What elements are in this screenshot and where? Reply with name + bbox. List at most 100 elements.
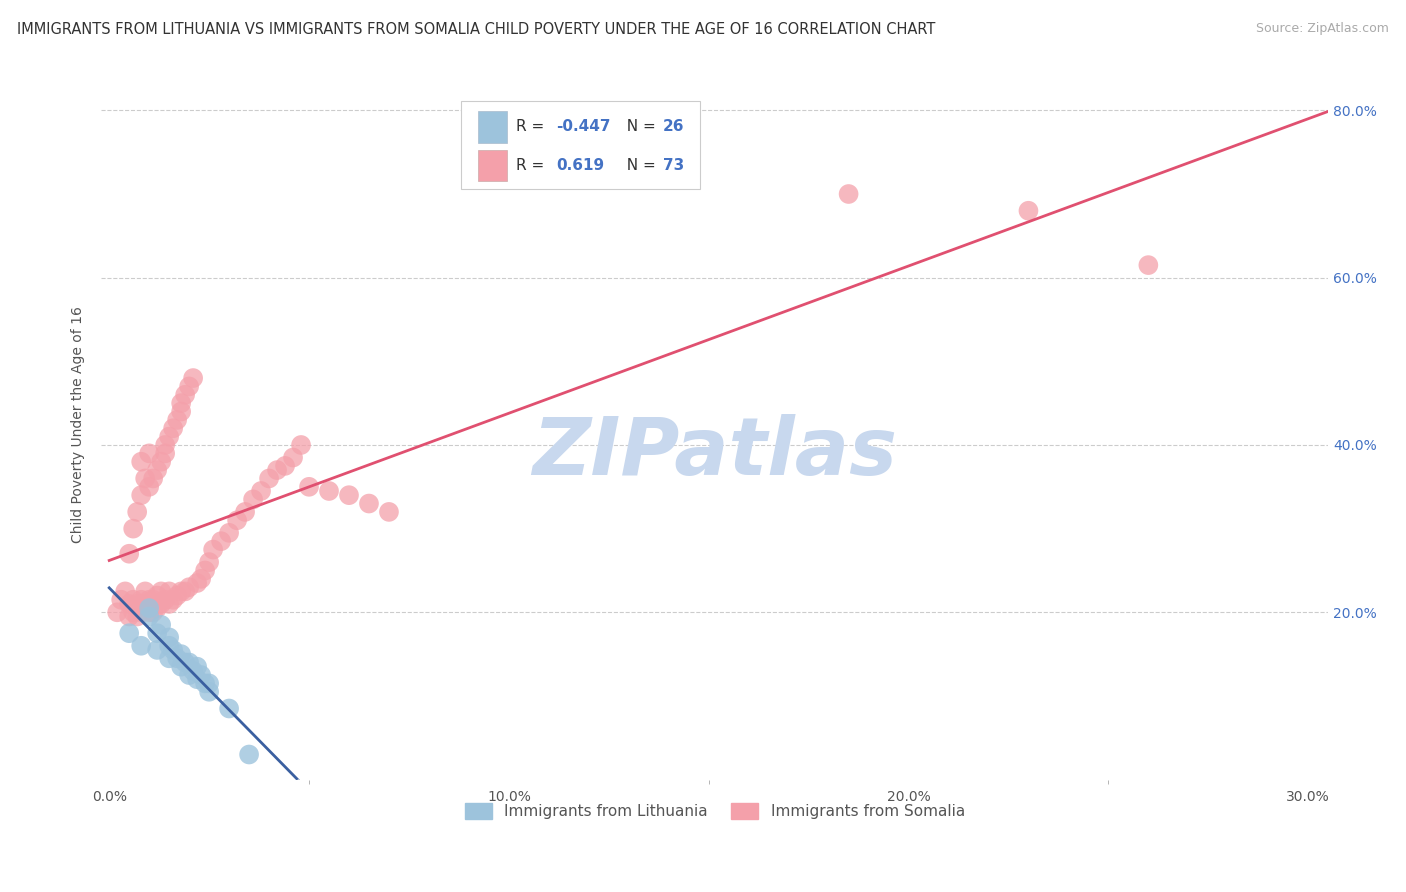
Point bbox=[134, 584, 156, 599]
Legend: Immigrants from Lithuania, Immigrants from Somalia: Immigrants from Lithuania, Immigrants fr… bbox=[458, 797, 972, 825]
Point bbox=[138, 609, 160, 624]
Point bbox=[122, 522, 145, 536]
Point bbox=[186, 576, 208, 591]
Point bbox=[129, 639, 152, 653]
Point bbox=[238, 747, 260, 762]
Point bbox=[250, 483, 273, 498]
Point bbox=[166, 589, 188, 603]
Text: R =: R = bbox=[516, 158, 550, 173]
Point bbox=[134, 471, 156, 485]
Point bbox=[153, 592, 176, 607]
Text: N =: N = bbox=[617, 158, 661, 173]
Point bbox=[170, 584, 193, 599]
Text: 73: 73 bbox=[664, 158, 685, 173]
Point bbox=[186, 659, 208, 673]
Point bbox=[337, 488, 360, 502]
Point bbox=[838, 186, 860, 201]
Point bbox=[179, 668, 201, 682]
Text: R =: R = bbox=[516, 120, 550, 135]
Point bbox=[118, 609, 141, 624]
FancyBboxPatch shape bbox=[478, 112, 508, 143]
Point bbox=[146, 463, 169, 477]
Point bbox=[181, 664, 204, 678]
Text: -0.447: -0.447 bbox=[557, 120, 612, 135]
Point bbox=[138, 480, 160, 494]
Point bbox=[174, 584, 197, 599]
Point bbox=[134, 597, 156, 611]
Point bbox=[298, 480, 321, 494]
Text: IMMIGRANTS FROM LITHUANIA VS IMMIGRANTS FROM SOMALIA CHILD POVERTY UNDER THE AGE: IMMIGRANTS FROM LITHUANIA VS IMMIGRANTS … bbox=[17, 22, 935, 37]
Point bbox=[194, 564, 217, 578]
Text: 26: 26 bbox=[664, 120, 685, 135]
Point bbox=[129, 455, 152, 469]
Point bbox=[110, 592, 132, 607]
Point bbox=[153, 446, 176, 460]
Point bbox=[142, 471, 165, 485]
Point bbox=[118, 597, 141, 611]
Point bbox=[174, 388, 197, 402]
Point bbox=[179, 580, 201, 594]
Point bbox=[170, 659, 193, 673]
Y-axis label: Child Poverty Under the Age of 16: Child Poverty Under the Age of 16 bbox=[72, 306, 86, 542]
Point bbox=[153, 438, 176, 452]
Point bbox=[198, 685, 221, 699]
Point bbox=[226, 513, 249, 527]
Point bbox=[118, 626, 141, 640]
Point bbox=[138, 601, 160, 615]
Point bbox=[157, 584, 180, 599]
Point bbox=[378, 505, 401, 519]
Point bbox=[290, 438, 312, 452]
Point bbox=[281, 450, 304, 465]
Point bbox=[150, 584, 173, 599]
Point bbox=[194, 676, 217, 690]
Point bbox=[179, 656, 201, 670]
Point bbox=[166, 651, 188, 665]
FancyBboxPatch shape bbox=[478, 150, 508, 181]
Point bbox=[318, 483, 340, 498]
Point bbox=[129, 592, 152, 607]
Point bbox=[166, 413, 188, 427]
Point bbox=[190, 572, 212, 586]
Point bbox=[170, 404, 193, 418]
Point bbox=[186, 672, 208, 686]
Point bbox=[218, 525, 240, 540]
Point bbox=[146, 626, 169, 640]
Point bbox=[146, 601, 169, 615]
Point bbox=[202, 542, 225, 557]
Point bbox=[198, 676, 221, 690]
Point bbox=[181, 371, 204, 385]
Point bbox=[150, 455, 173, 469]
Text: N =: N = bbox=[617, 120, 661, 135]
Point bbox=[129, 605, 152, 619]
Point bbox=[170, 396, 193, 410]
Point bbox=[233, 505, 256, 519]
Point bbox=[138, 605, 160, 619]
Point bbox=[157, 639, 180, 653]
Point bbox=[118, 547, 141, 561]
Point bbox=[218, 701, 240, 715]
Point bbox=[198, 555, 221, 569]
Point bbox=[157, 597, 180, 611]
Point bbox=[1017, 203, 1039, 218]
Point bbox=[1137, 258, 1160, 272]
Point bbox=[257, 471, 280, 485]
Point bbox=[242, 492, 264, 507]
Point bbox=[357, 497, 380, 511]
Point bbox=[146, 643, 169, 657]
Point bbox=[157, 631, 180, 645]
Point bbox=[162, 643, 184, 657]
Point bbox=[170, 647, 193, 661]
Point bbox=[266, 463, 288, 477]
Point bbox=[122, 605, 145, 619]
Point bbox=[162, 421, 184, 435]
Point bbox=[122, 592, 145, 607]
FancyBboxPatch shape bbox=[461, 101, 700, 189]
Point bbox=[138, 592, 160, 607]
Point bbox=[174, 656, 197, 670]
Point bbox=[150, 597, 173, 611]
Point bbox=[179, 379, 201, 393]
Point bbox=[127, 505, 149, 519]
Point bbox=[157, 429, 180, 443]
Point bbox=[142, 605, 165, 619]
Point bbox=[162, 592, 184, 607]
